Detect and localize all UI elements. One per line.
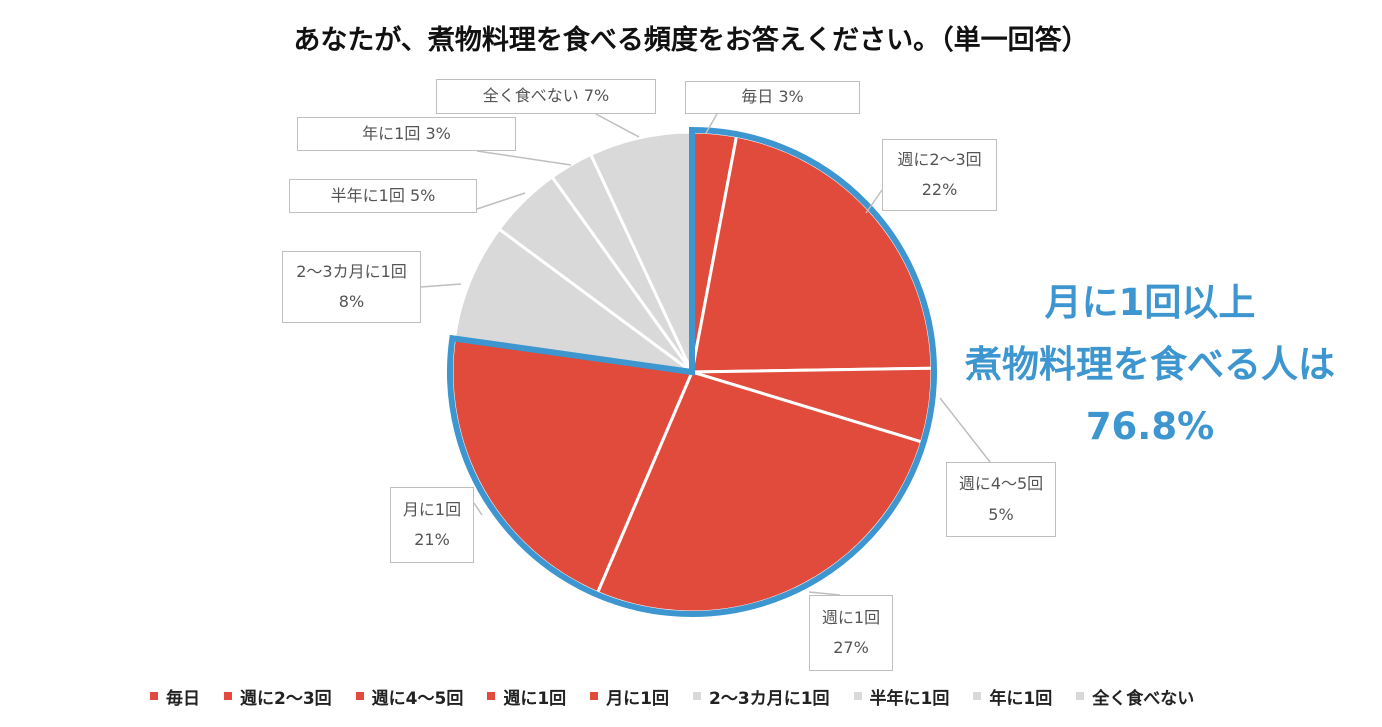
legend-item-半年に1回: 半年に1回	[853, 684, 950, 709]
callout-leader-line	[705, 113, 718, 134]
legend-swatch	[487, 692, 496, 700]
callout-text: 2〜3カ月に1回	[296, 261, 407, 281]
legend-swatch	[1076, 692, 1085, 700]
highlight-line-2: 煮物料理を食べる人は	[965, 343, 1335, 386]
legend-swatch	[355, 692, 364, 700]
legend-swatch	[693, 692, 702, 700]
highlight-outline	[447, 126, 937, 617]
callout-週に1回: 週に1回 27%	[809, 595, 893, 671]
chart-title: あなたが、煮物料理を食べる頻度をお答えください。（単一回答）	[293, 25, 1089, 56]
callout-leader-line	[476, 192, 526, 210]
callout-年に1回: 年に1回 3%	[297, 117, 516, 151]
legend-label: 週に1回	[503, 688, 567, 709]
callout-text: 半年に1回 5%	[330, 185, 436, 205]
callout-text: 全く食べない 7%	[482, 86, 610, 106]
legend-label: 月に1回	[606, 688, 670, 709]
callout-text: 22%	[921, 180, 958, 199]
callout-text: 週に1回	[821, 607, 881, 627]
callout-leader-line	[595, 113, 640, 138]
legend-item-週に2-3回: 週に2〜3回	[224, 684, 332, 709]
highlight-line-3: 76.8%	[1085, 405, 1215, 448]
legend-item-2-3カ月に1回: 2〜3カ月に1回	[693, 684, 830, 709]
callout-leader-line	[865, 189, 883, 214]
highlight-line-1: 月に1回以上	[1044, 281, 1256, 324]
callout-text: 毎日 3%	[741, 87, 804, 107]
legend-label: 2〜3カ月に1回	[709, 688, 830, 709]
callout-半年に1回: 半年に1回 5%	[289, 179, 477, 213]
callout-text: 8%	[338, 292, 365, 311]
highlight-annotation: 月に1回以上 煮物料理を食べる人は 76.8%	[945, 272, 1355, 458]
callout-週に4-5回: 週に4〜5回 5%	[946, 462, 1056, 537]
legend-swatch	[224, 692, 232, 700]
legend-swatch	[150, 692, 158, 700]
callout-text: 21%	[414, 530, 450, 549]
legend-label: 週に4〜5回	[371, 688, 464, 709]
callout-text: 年に1回 3%	[362, 123, 451, 143]
callout-text: 5%	[988, 504, 1014, 524]
legend-label: 年に1回	[989, 688, 1053, 709]
callout-毎日: 毎日 3%	[685, 81, 860, 114]
callout-text: 週に4〜5回	[958, 474, 1044, 494]
legend-label: 週に2〜3回	[240, 688, 332, 709]
legend-item-毎日: 毎日	[150, 684, 200, 709]
legend-item-月に1回: 月に1回	[590, 684, 669, 709]
callout-leader-line	[808, 591, 841, 596]
callout-全く食べない: 全く食べない 7%	[436, 79, 656, 114]
pie-slice-2-3カ月に1回	[452, 227, 694, 374]
legend-swatch	[590, 692, 599, 700]
callout-leader-line	[476, 150, 572, 166]
legend-item-週に4-5回: 週に4〜5回	[355, 684, 464, 709]
callout-週に2-3回: 週に2〜3回 22%	[882, 139, 997, 211]
legend-label: 全く食べない	[1092, 688, 1195, 709]
callout-text: 週に2〜3回	[897, 149, 982, 169]
legend-item-週に1回: 週に1回	[487, 684, 566, 709]
legend-label: 半年に1回	[869, 688, 950, 709]
callout-text: 27%	[833, 638, 869, 657]
callout-2-3カ月に1回: 2〜3カ月に1回 8%	[282, 251, 421, 323]
legend-item-全く食べない: 全く食べない	[1076, 684, 1194, 709]
callout-leader-line	[473, 502, 483, 516]
chart-legend: 毎日 週に2〜3回 週に4〜5回 週に1回 月に1回 2〜3カ月に1回 半年に1回 年に1回 全…	[150, 684, 1270, 709]
legend-item-年に1回: 年に1回	[973, 684, 1052, 709]
legend-swatch	[973, 692, 982, 700]
legend-label: 毎日	[166, 688, 200, 709]
callout-text: 月に1回	[402, 499, 462, 519]
callout-leader-line	[939, 397, 991, 463]
callout-leader-line	[420, 283, 462, 288]
callout-月に1回: 月に1回 21%	[390, 487, 474, 563]
legend-swatch	[853, 692, 862, 700]
